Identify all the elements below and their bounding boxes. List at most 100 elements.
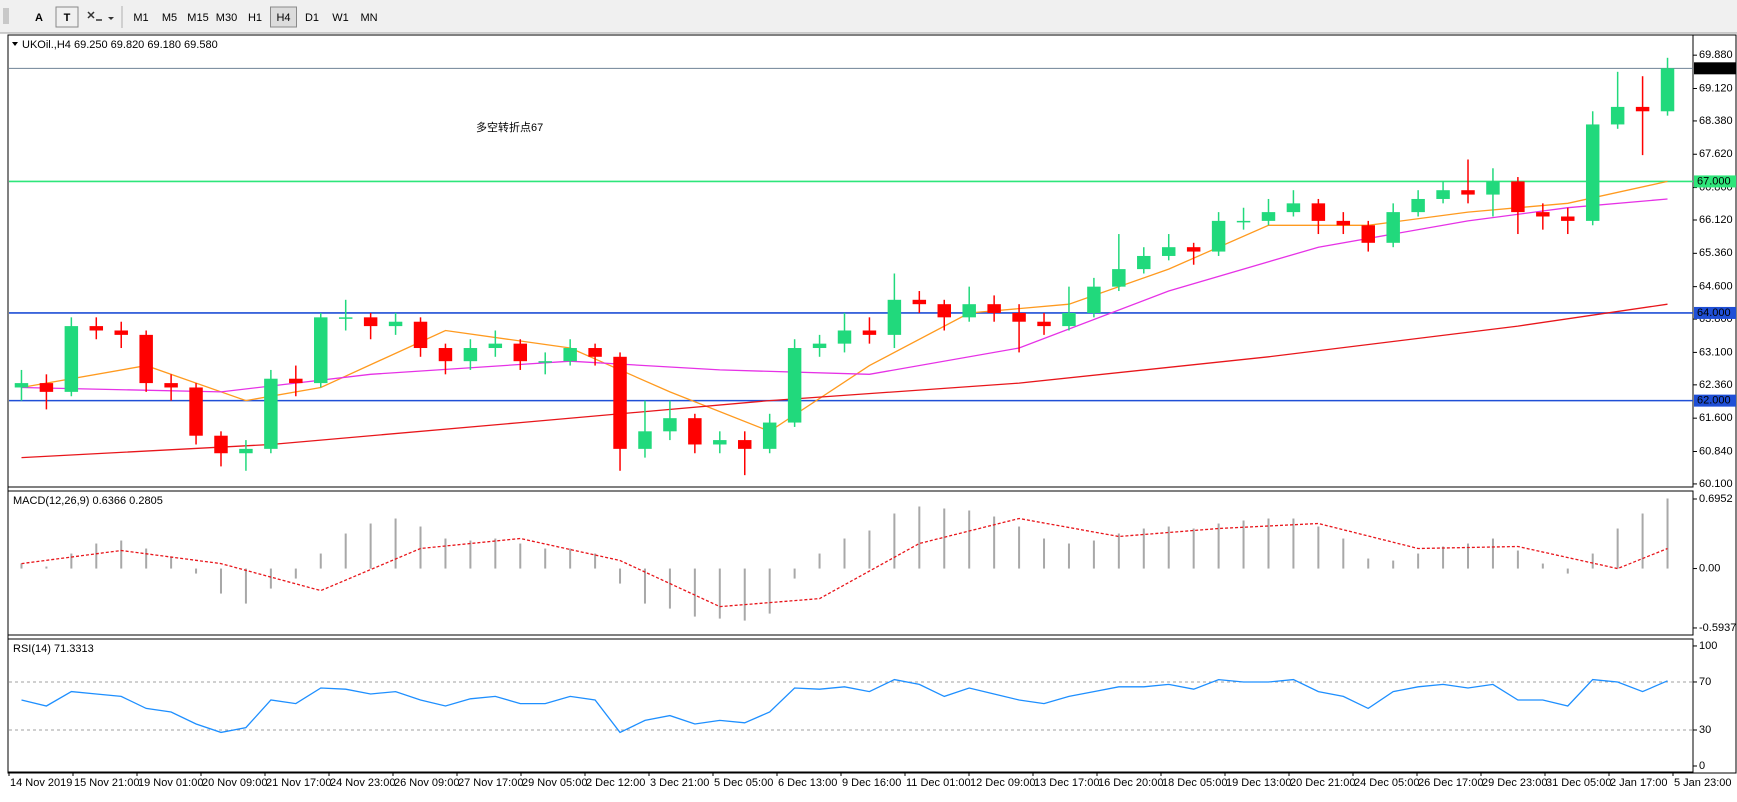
macd-bar — [1442, 546, 1445, 569]
period-button[interactable] — [128, 7, 154, 27]
y-tick-label: 100 — [1699, 640, 1717, 652]
price-level-label: 67.000 — [1697, 175, 1731, 187]
x-tick-label: 3 Dec 21:00 — [650, 777, 709, 789]
charts: 60.10060.84061.60062.36063.10063.86064.6… — [7, 34, 1736, 789]
candle-body — [1486, 181, 1500, 195]
chart-header: UKOil.,H4 69.250 69.820 69.180 69.580 — [22, 39, 218, 51]
candle-body — [388, 321, 403, 327]
y-tick-label: 66.120 — [1699, 214, 1733, 226]
x-tick-label: 2 Dec 12:00 — [586, 777, 645, 789]
panel: 0.6952 0.00 -0.5937 MACD(12,26,9) 0.6366 0.… — [7, 490, 1736, 636]
price-level-box — [1694, 62, 1736, 75]
candle-body — [314, 317, 328, 384]
x-tick-label: 12 Dec 09:00 — [970, 777, 1035, 789]
candle-body — [1311, 203, 1326, 221]
candle-body — [1660, 68, 1675, 112]
candle-body — [1062, 312, 1076, 327]
macd-bar — [344, 533, 347, 569]
x-tick-label: 19 Dec 13:00 — [1226, 777, 1291, 789]
period-button[interactable] — [156, 7, 183, 27]
y-tick-label: 65.360 — [1699, 247, 1733, 259]
macd-bar — [1317, 526, 1320, 569]
y-tick-label: 70 — [1699, 676, 1711, 688]
dropdown-arrow[interactable] — [108, 17, 114, 20]
annotation: 多空转折点67 — [476, 120, 543, 134]
x-tick-label: 26 Dec 17:00 — [1418, 777, 1483, 789]
y-tick-label: -0.5937 — [1699, 622, 1736, 634]
candle-body — [713, 440, 727, 445]
y-tick-label: 64.600 — [1699, 281, 1733, 293]
macd-bar — [1616, 528, 1619, 569]
macd-bar — [294, 568, 297, 579]
candle-body — [1112, 269, 1126, 287]
macd-bar — [394, 518, 397, 569]
price-level-box — [1694, 306, 1736, 319]
chart-frame — [7, 34, 1737, 774]
candle-body — [1336, 220, 1351, 226]
candle-body — [1610, 106, 1625, 125]
candle-body — [89, 326, 104, 331]
panel: 100 70 30 0 RSI(14) 71.3313 14 Nov 2019 15 Nov… — [7, 638, 1732, 789]
candle-body — [837, 330, 852, 344]
macd-signal — [21, 517, 1668, 608]
period-button[interactable] — [213, 7, 240, 27]
y-tick-label: 62.360 — [1699, 379, 1733, 391]
macd-bar — [1092, 540, 1095, 569]
tool-button[interactable] — [55, 6, 79, 28]
macd-bar — [1591, 553, 1594, 569]
candle-body — [488, 343, 503, 349]
macd-bar — [1491, 538, 1494, 569]
macd-bar — [1342, 538, 1345, 569]
candle-body — [39, 383, 54, 392]
candle-body — [1561, 216, 1575, 221]
y-tick-label: 0 — [1699, 760, 1705, 772]
period-button[interactable] — [299, 7, 325, 27]
candle-body — [1186, 247, 1201, 252]
y-tick-label: 60.840 — [1699, 445, 1733, 457]
period-label: M5 — [162, 12, 177, 24]
macd-bar — [1192, 528, 1195, 569]
period-button[interactable] — [185, 7, 211, 27]
macd-bar — [893, 513, 896, 569]
x-tick-label: 27 Nov 17:00 — [458, 777, 523, 789]
candle-body — [937, 304, 951, 318]
candle-body — [139, 334, 153, 384]
candle-body — [189, 387, 203, 436]
x-tick-label: 11 Dec 01:00 — [906, 777, 971, 789]
macd-bar — [519, 543, 522, 569]
period-button[interactable] — [242, 7, 268, 27]
candle-body — [688, 418, 702, 445]
candle-body — [538, 361, 552, 363]
moving-average — [21, 198, 1668, 393]
line-tool-icon[interactable] — [87, 11, 102, 21]
x-tick-label: 18 Dec 05:00 — [1162, 777, 1227, 789]
period-button[interactable] — [356, 7, 382, 27]
macd-bar — [1142, 528, 1145, 569]
x-tick-label: 31 Dec 05:00 — [1546, 777, 1611, 789]
period-button[interactable] — [327, 7, 354, 27]
header-arrow — [12, 42, 18, 46]
macd-bar — [818, 553, 821, 569]
macd-bar — [643, 568, 646, 604]
price-level-label: 62.000 — [1697, 395, 1731, 407]
macd-bar — [793, 568, 796, 579]
x-tick-label: 2 Jan 17:00 — [1610, 777, 1668, 789]
price-level-box — [1694, 394, 1736, 407]
macd-bar — [843, 538, 846, 569]
macd-bar — [145, 548, 148, 569]
period-label: H1 — [248, 12, 262, 24]
period-button[interactable] — [270, 6, 297, 28]
candle-body — [962, 304, 976, 318]
x-tick-label: 16 Dec 20:00 — [1098, 777, 1163, 789]
candle-body — [438, 348, 453, 362]
macd-bar — [1043, 538, 1046, 569]
y-tick-label: 0.00 — [1699, 562, 1720, 574]
tool-button[interactable] — [28, 7, 50, 27]
candle-body — [1087, 286, 1101, 313]
price-level-label: 69.580 — [1697, 62, 1731, 74]
candle-body — [987, 304, 1001, 313]
macd-bar — [1067, 543, 1070, 569]
macd-bar — [494, 538, 497, 569]
macd-bar — [1167, 526, 1170, 569]
macd-bar — [1292, 518, 1295, 569]
